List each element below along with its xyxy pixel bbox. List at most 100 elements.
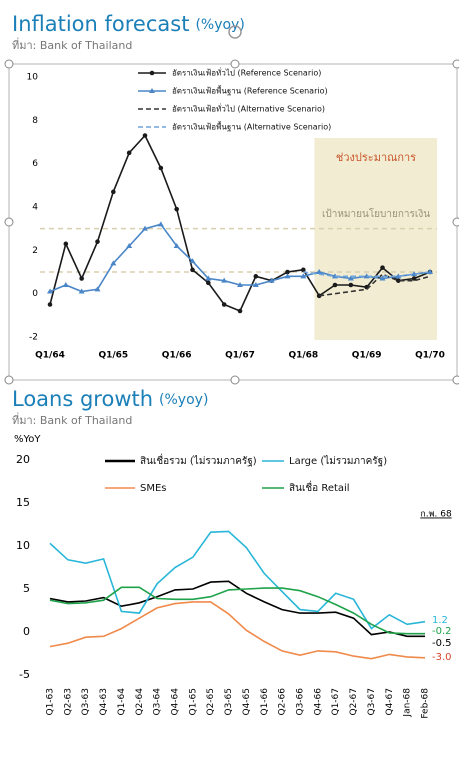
x-tick-label: Q2-67 <box>349 688 359 716</box>
x-tick-label: Q1/68 <box>288 351 318 361</box>
point <box>111 189 116 195</box>
legend-label: อัตราเงินเฟ้อทั่วไป (Alternative Scenari… <box>172 103 325 114</box>
point <box>348 282 354 288</box>
x-tick-label: Q4-66 <box>313 688 323 716</box>
y-tick-label: 2 <box>32 246 38 256</box>
handle[interactable] <box>4 375 14 385</box>
x-tick-label: Q1/70 <box>415 351 445 361</box>
forecast-shade <box>314 138 437 340</box>
point <box>189 258 196 264</box>
y-tick-label: 0 <box>23 625 30 638</box>
point <box>206 280 211 286</box>
point <box>47 302 53 307</box>
legend-marker <box>149 70 155 76</box>
legend-label: สินเชื่อรวม (ไม่รวมภาครัฐ) <box>140 453 257 467</box>
series-line <box>303 271 431 278</box>
x-tick-label: Q1-67 <box>331 688 341 716</box>
point <box>110 260 117 266</box>
source: ที่มา: Bank of Thailand <box>12 37 132 52</box>
point <box>427 269 433 274</box>
point <box>94 286 101 292</box>
subtitle: (%yoy) <box>195 17 244 33</box>
handle[interactable] <box>452 217 459 227</box>
x-tick-label: Q3-67 <box>367 688 377 716</box>
value-label: 1.2 <box>432 615 448 626</box>
handle[interactable] <box>452 59 459 69</box>
point <box>142 133 148 138</box>
point <box>221 302 227 307</box>
rotate-handle[interactable] <box>228 25 242 39</box>
value-label: -0.2 <box>432 626 452 637</box>
handle[interactable] <box>230 59 240 69</box>
point <box>221 277 228 283</box>
x-tick-label: Q4-64 <box>171 688 181 716</box>
y-tick-label: 20 <box>16 453 30 466</box>
x-tick-label: Q1-66 <box>260 688 270 716</box>
series-line <box>49 530 426 630</box>
point <box>268 277 275 283</box>
point <box>126 243 133 248</box>
y-tick-label: 10 <box>16 539 30 552</box>
handle[interactable] <box>230 375 240 385</box>
point <box>158 165 164 171</box>
x-tick-label: Feb-68 <box>421 688 431 719</box>
x-tick-label: Q3-66 <box>296 688 306 716</box>
point <box>142 225 148 231</box>
x-tick-label: Q2-65 <box>206 688 216 716</box>
point <box>252 282 259 287</box>
point <box>253 274 259 279</box>
x-tick-label: Q2-64 <box>135 688 145 716</box>
legend-label: อัตราเงินเฟ้อทั่วไป (Reference Scenario) <box>172 67 321 78</box>
x-tick-label: Q3-64 <box>153 688 163 716</box>
point <box>380 265 385 270</box>
y-tick-label: 4 <box>32 203 38 213</box>
point <box>379 275 386 281</box>
point <box>395 273 402 279</box>
title: Inflation forecast <box>12 12 189 36</box>
y-tick-label: 0 <box>32 289 38 299</box>
point <box>347 275 354 281</box>
x-tick-label: Q1-65 <box>188 688 198 716</box>
x-tick-label: Q1-63 <box>46 688 56 716</box>
y-tick-label: 15 <box>16 496 30 509</box>
handle[interactable] <box>4 59 14 69</box>
y-tick-label: -2 <box>29 333 38 343</box>
point <box>284 273 291 279</box>
x-tick-label: Q1-64 <box>117 688 127 716</box>
point <box>63 241 69 247</box>
point <box>332 282 338 288</box>
handle[interactable] <box>452 375 459 385</box>
point <box>157 221 164 227</box>
point <box>237 308 243 314</box>
value-label: -0.5 <box>432 638 452 649</box>
x-tick-label: Q1/64 <box>35 351 65 361</box>
point <box>173 243 180 248</box>
point <box>285 269 290 275</box>
point <box>47 288 53 294</box>
point <box>411 271 418 277</box>
point <box>190 267 195 273</box>
annotation: ช่วงประมาณการ <box>336 151 416 164</box>
x-tick-label: Q4-67 <box>385 688 395 716</box>
series-line <box>49 580 425 638</box>
annotation: ก.พ. 68 <box>420 510 452 520</box>
x-tick-label: Q3-63 <box>81 688 91 716</box>
y-tick-label: 8 <box>32 116 38 126</box>
x-tick-label: Q3-65 <box>224 688 234 716</box>
handle[interactable] <box>4 217 14 227</box>
y-tick-label: -5 <box>19 668 30 681</box>
resize-handles <box>4 59 459 385</box>
x-tick-label: Q4-63 <box>99 688 109 716</box>
point <box>95 239 100 244</box>
x-tick-label: Q1/66 <box>162 351 192 361</box>
point <box>301 267 306 273</box>
point <box>126 150 132 156</box>
point <box>205 275 212 281</box>
series-line <box>49 601 426 660</box>
point <box>79 276 84 281</box>
y-tick-label: 5 <box>23 582 30 595</box>
legend-marker <box>149 88 155 93</box>
value-label: -3.0 <box>432 652 452 663</box>
point <box>237 282 243 287</box>
